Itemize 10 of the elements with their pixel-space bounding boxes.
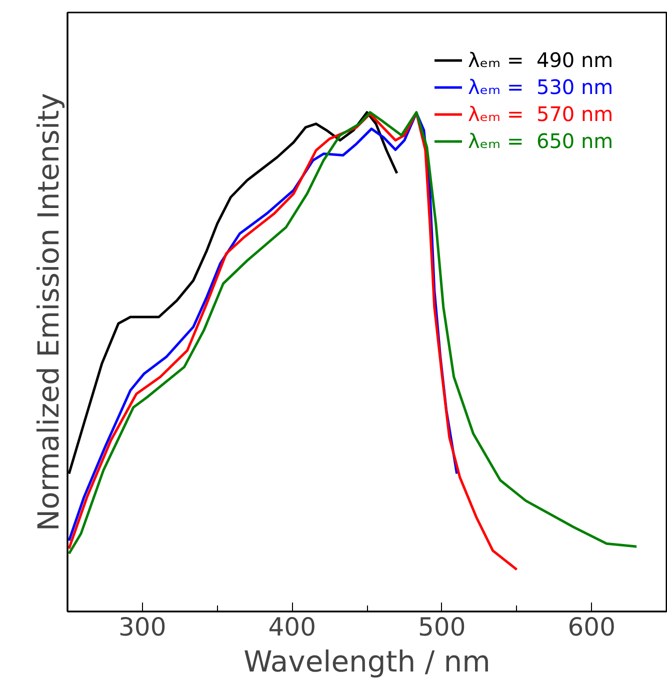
- x-axis-title: Wavelength / nm: [244, 644, 490, 678]
- legend-label: λₑₘ = 650 nm: [468, 129, 614, 153]
- x-tick-label: 400: [268, 612, 316, 642]
- x-tick-label: 500: [418, 612, 466, 642]
- x-tick-label: 300: [118, 612, 166, 642]
- legend-label: λₑₘ = 530 nm: [468, 75, 614, 99]
- x-tick-label: 600: [568, 612, 616, 642]
- y-axis-title: Normalized Emission Intensity: [32, 92, 66, 532]
- legend-label: λₑₘ = 490 nm: [468, 48, 614, 72]
- legend-label: λₑₘ = 570 nm: [468, 102, 614, 126]
